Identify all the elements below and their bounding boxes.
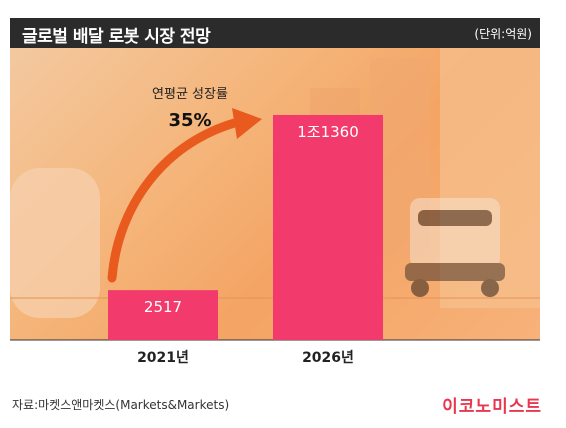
unit-label: (단위:억원) [474,27,532,41]
growth-arrow [107,117,243,283]
growth-arrow-head [232,108,262,139]
category-label: 2021년 [137,350,189,366]
bar-value-label: 2517 [144,298,182,316]
category-label: 2026년 [302,350,354,366]
chart-title: 글로벌 배달 로봇 시장 전망 [22,27,211,47]
title-bar: 글로벌 배달 로봇 시장 전망 (단위:억원) [10,18,540,48]
bar-2026년 [273,115,383,340]
bar-2021년 [108,290,218,340]
bar-value-label: 1조1360 [297,123,359,141]
robot-silhouette [405,198,505,297]
growth-rate-value: 35% [168,110,211,131]
growth-rate-label: 연평균 성장률 [152,87,228,102]
brand-logo: 이코노미스트 [442,397,542,417]
background-photo [10,48,540,340]
source-note: 자료:마켓스앤마켓스(Markets&Markets) [12,398,230,412]
